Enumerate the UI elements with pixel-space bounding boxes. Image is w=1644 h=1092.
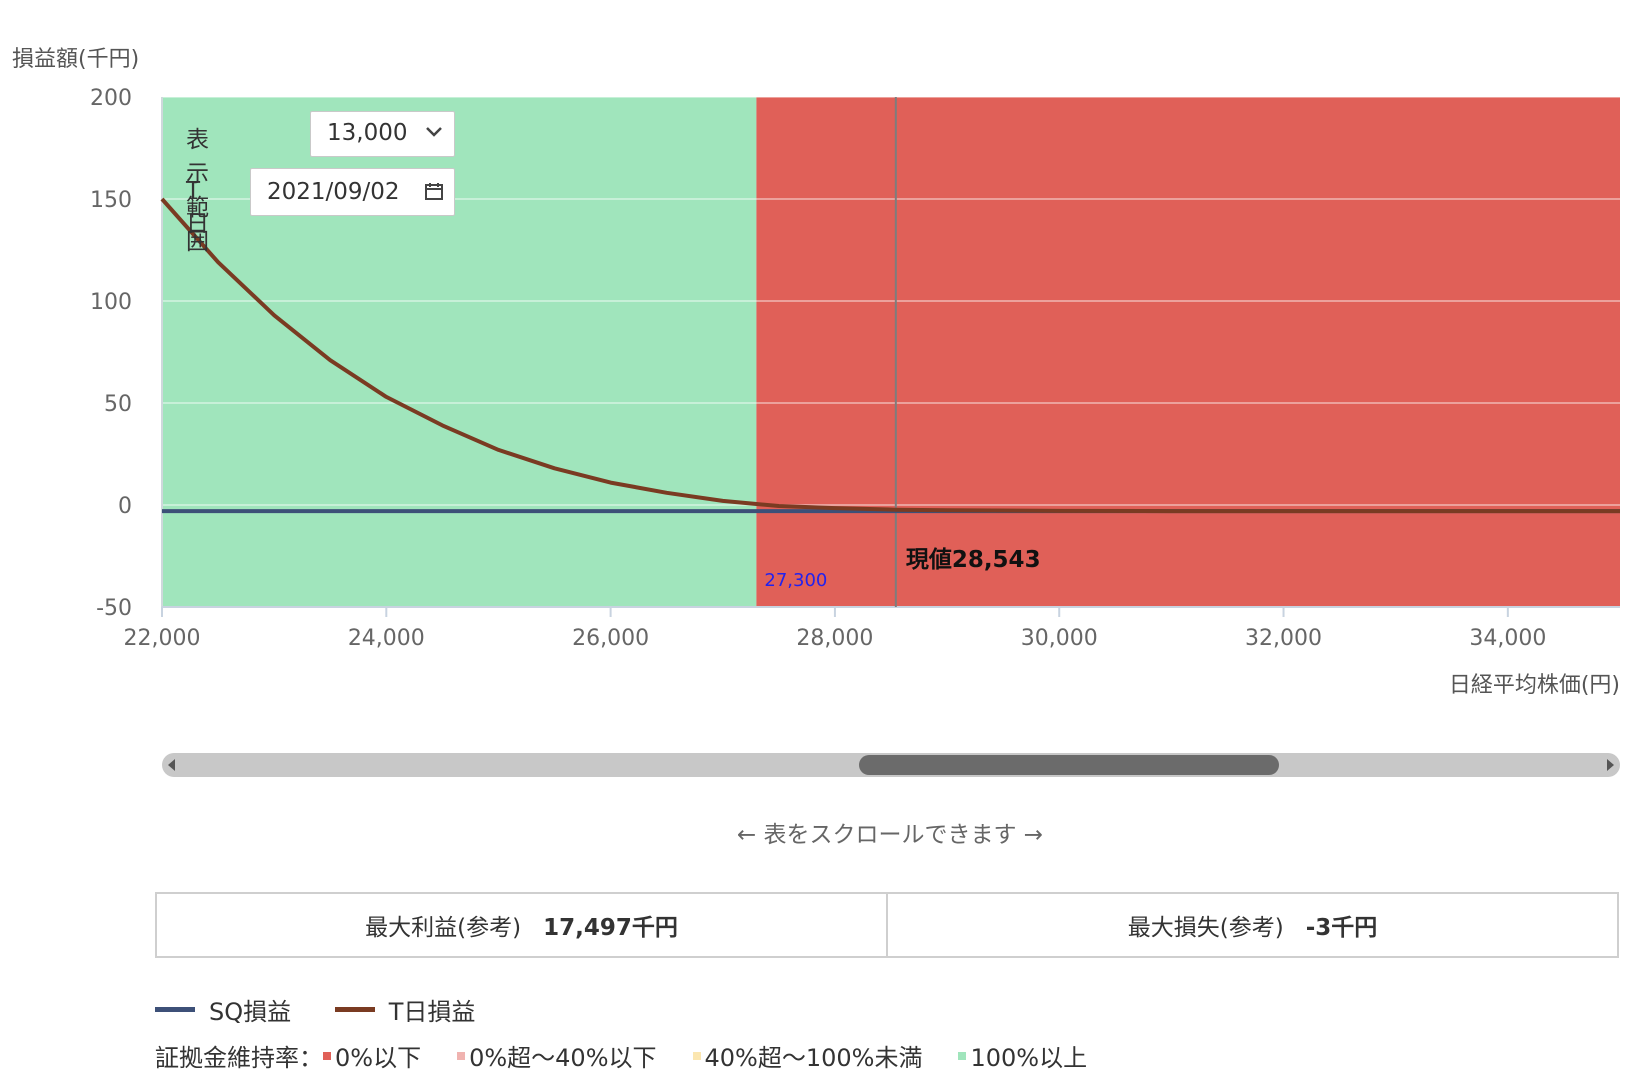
- y-tick-label: 0: [118, 494, 132, 519]
- y-tick-label: 200: [90, 86, 132, 111]
- margin-legend-label: 0%超〜40%以下: [469, 1044, 657, 1072]
- scroll-right-arrow-icon[interactable]: [1607, 759, 1614, 771]
- max-loss-label: 最大損失(参考): [1127, 915, 1284, 941]
- series-line: [160, 197, 1620, 514]
- x-tick-label: 24,000: [348, 626, 425, 651]
- margin-legend-item: 40%超〜100%未満: [692, 1038, 923, 1073]
- max-loss-cell: 最大損失(参考) -3千円: [886, 894, 1617, 956]
- zone-band: [756, 97, 1620, 607]
- max-loss-value: -3千円: [1305, 915, 1378, 941]
- range-label: 表示範囲: [186, 127, 209, 255]
- margin-legend-item: 100%以上: [958, 1038, 1087, 1073]
- t-legend-swatch: [334, 1007, 375, 1012]
- margin-swatch: [692, 1051, 701, 1060]
- max-profit-cell: 最大利益(参考) 17,497千円: [157, 894, 886, 956]
- scroll-left-arrow-icon[interactable]: [168, 759, 175, 771]
- margin-legend-label: 0%以下: [335, 1044, 422, 1072]
- legend-t-label: T日損益: [388, 998, 476, 1026]
- x-tick-label: 30,000: [1021, 626, 1098, 651]
- y-tick-label: 150: [90, 188, 132, 213]
- x-tick-label: 34,000: [1469, 626, 1546, 651]
- margin-legend-item: 0%以下: [323, 1038, 421, 1073]
- chevron-down-icon: [424, 122, 444, 148]
- scroll-hint: ← 表をスクロールできます →: [736, 822, 1044, 848]
- current-price-label: 現値28,543: [906, 547, 1041, 573]
- summary-table: 最大利益(参考) 17,497千円 最大損失(参考) -3千円: [155, 892, 1619, 958]
- x-tick-label: 22,000: [124, 626, 201, 651]
- series-legend: SQ損益 T日損益: [155, 990, 511, 1027]
- legend-item-sq[interactable]: SQ損益: [155, 992, 291, 1027]
- y-tick-label: 100: [90, 290, 132, 315]
- margin-legend-title: 証拠金維持率：: [155, 1044, 323, 1072]
- y-tick-label: 50: [104, 392, 132, 417]
- chart: 200 150 100 50 0 -50 22,000 24,000 26,000 28,000 3…: [12, 47, 1620, 698]
- sq-legend-swatch: [155, 1007, 195, 1012]
- chart-scrollbar[interactable]: [162, 753, 1620, 777]
- range-select[interactable]: 13,000: [310, 111, 455, 157]
- margin-legend: 証拠金維持率： 0%以下 0%超〜40%以下 40%超〜100%未満 100%以…: [155, 1038, 1123, 1073]
- x-axis-title: 日経平均株価(円): [1449, 673, 1620, 698]
- range-select-value: 13,000: [327, 120, 408, 146]
- margin-legend-item: 0%超〜40%以下: [457, 1038, 657, 1073]
- legend-item-t[interactable]: T日損益: [334, 992, 476, 1027]
- max-profit-value: 17,497千円: [543, 915, 678, 941]
- y-tick-label: -50: [96, 596, 132, 621]
- x-tick-label: 26,000: [572, 626, 649, 651]
- margin-swatch: [323, 1051, 331, 1060]
- max-profit-label: 最大利益(参考): [365, 915, 522, 941]
- y-axis-title: 損益額(千円): [12, 47, 139, 72]
- date-label: T日: [186, 178, 209, 237]
- x-tick-label: 28,000: [796, 626, 873, 651]
- date-input-value: 2021/09/02: [267, 179, 400, 205]
- margin-legend-label: 100%以上: [970, 1044, 1088, 1072]
- legend-sq-label: SQ損益: [209, 998, 292, 1026]
- calendar-icon[interactable]: [424, 181, 444, 207]
- x-tick-label: 32,000: [1245, 626, 1322, 651]
- scroll-thumb[interactable]: [859, 755, 1279, 775]
- margin-swatch: [958, 1051, 967, 1060]
- margin-swatch: [457, 1051, 466, 1060]
- date-input[interactable]: 2021/09/02: [250, 168, 455, 216]
- threshold-label: 27,300: [764, 570, 827, 591]
- margin-legend-label: 40%超〜100%未満: [704, 1044, 923, 1072]
